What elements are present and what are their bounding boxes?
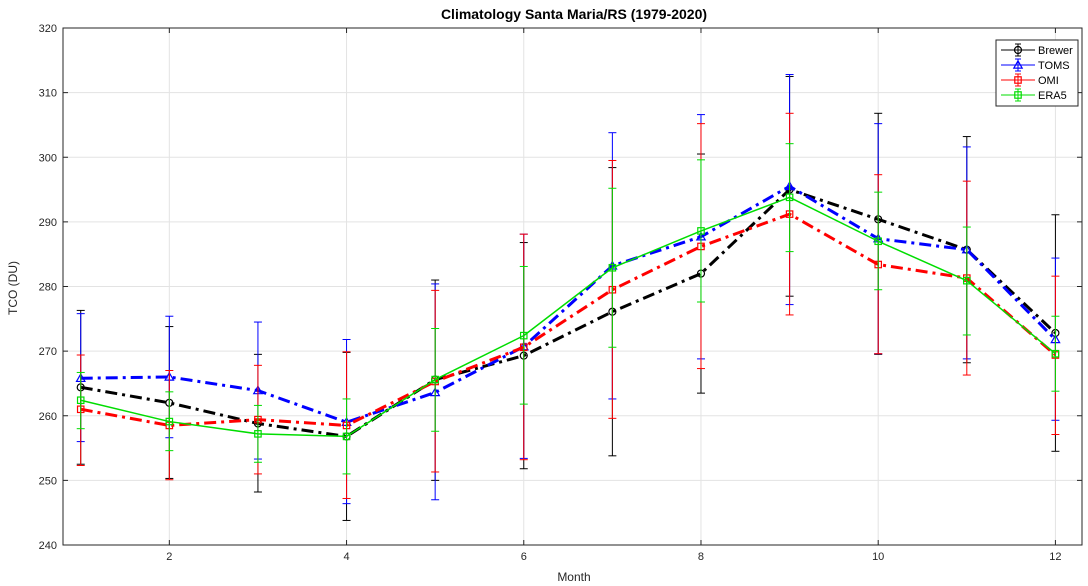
- data-point-era5: [342, 432, 351, 441]
- y-tick-label: 320: [39, 23, 57, 35]
- y-tick-label: 260: [39, 411, 57, 423]
- legend-label-era5: ERA5: [1038, 90, 1067, 102]
- data-point-era5: [785, 193, 794, 202]
- legend-marker-omi: [1014, 76, 1022, 84]
- data-point-era5: [76, 396, 85, 405]
- axes: 2 4 6 8 10 12 240 250 260 270 280 290 300 310 320: [39, 23, 1083, 563]
- legend: Brewer TOMS OMI ERA5: [995, 39, 1079, 107]
- y-tick-label: 270: [39, 346, 57, 358]
- x-tick-label: 10: [872, 551, 884, 563]
- series-line-brewer: [80, 188, 1057, 438]
- x-tick-label: 4: [343, 551, 349, 563]
- y-tick-label: 240: [39, 540, 57, 552]
- x-tick-label: 8: [698, 551, 704, 563]
- data-point-era5: [1051, 349, 1060, 358]
- y-tick-label: 310: [39, 88, 57, 100]
- series-line-omi: [80, 212, 1057, 427]
- series-layer: [75, 74, 1061, 521]
- data-point-era5: [254, 430, 262, 438]
- legend-label-brewer: Brewer: [1038, 45, 1073, 57]
- x-tick-label: 12: [1049, 551, 1061, 563]
- y-tick-label: 300: [39, 152, 57, 164]
- legend-label-omi: OMI: [1038, 75, 1059, 87]
- x-axis-label: Month: [557, 570, 590, 584]
- series-line-era5: [80, 196, 1056, 438]
- data-point-era5: [431, 375, 439, 384]
- series-era5: [76, 143, 1060, 475]
- y-axis-label: TCO (DU): [6, 261, 20, 315]
- data-point-era5: [874, 237, 883, 246]
- x-tick-label: 2: [166, 551, 172, 563]
- series-line-toms: [80, 184, 1057, 424]
- legend-marker-brewer: [1013, 45, 1023, 55]
- data-point-era5: [697, 227, 705, 235]
- data-point-era5: [165, 417, 174, 426]
- legend-marker-toms: [1012, 59, 1024, 69]
- data-point-era5: [608, 263, 617, 272]
- data-point-era5: [519, 331, 528, 340]
- y-tick-label: 290: [39, 217, 57, 229]
- y-tick-label: 280: [39, 282, 57, 294]
- legend-label-toms: TOMS: [1038, 60, 1070, 72]
- data-point-era5: [963, 276, 971, 285]
- chart-title: Climatology Santa Maria/RS (1979-2020): [441, 6, 707, 22]
- y-tick-label: 250: [39, 475, 57, 487]
- x-tick-label: 6: [521, 551, 527, 563]
- legend-marker-era5: [1014, 91, 1022, 99]
